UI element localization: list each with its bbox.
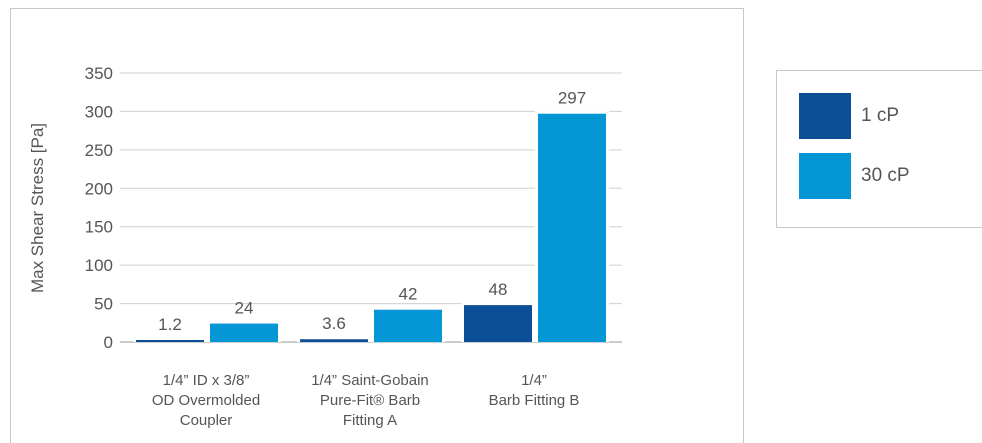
x-tick-label: 1/4” [521,372,547,389]
bar-chart: 0 50 100 150 200 250 300 350 1.2 24 3.6 42 48 297 1/… [28,64,622,429]
bar-1cp [136,340,204,342]
legend-swatch-30cp [799,153,851,199]
x-tick-label: Pure-Fit® Barb [320,392,420,409]
y-tick-label: 150 [85,218,113,237]
data-labels: 1.2 24 3.6 42 48 297 [158,89,586,334]
y-axis-ticks: 0 50 100 150 200 250 300 350 [85,64,113,352]
legend-swatch-1cp [799,93,851,139]
legend-item-1cp: 1 cP [799,93,899,139]
y-tick-label: 250 [85,141,113,160]
x-axis-ticks: 1/4” ID x 3/8” OD Overmolded Coupler 1/4” S… [152,372,580,429]
x-tick-label: Coupler [180,412,233,429]
legend: 1 cP 30 cP [776,70,982,228]
data-label: 1.2 [158,315,182,334]
bar-gap [297,336,371,342]
x-tick-label: Barb Fitting B [489,392,580,409]
y-tick-label: 100 [85,256,113,275]
y-tick-label: 0 [104,333,113,352]
legend-label-30cp: 30 cP [861,165,910,186]
legend-item-30cp: 30 cP [799,153,910,199]
y-tick-label: 300 [85,102,113,121]
bar-1cp [464,305,532,342]
legend-label-1cp: 1 cP [861,105,900,126]
x-tick-label: 1/4” Saint-Gobain [311,372,429,389]
x-tick-label: 1/4” ID x 3/8” [163,372,250,389]
x-tick-label: OD Overmolded [152,392,260,409]
data-label: 48 [489,280,508,299]
data-label: 3.6 [322,314,346,333]
bar-gap [133,337,207,342]
bars [133,110,609,342]
data-label: 24 [235,299,254,318]
bar-30cp [210,323,278,342]
bar-1cp [300,339,368,342]
chart-frame [10,8,744,443]
bar-30cp [538,113,606,342]
y-tick-label: 350 [85,64,113,83]
bar-30cp [374,309,442,342]
y-tick-label: 50 [94,295,113,314]
y-axis-title: Max Shear Stress [Pa] [28,123,47,293]
data-label: 297 [558,89,586,108]
y-tick-label: 200 [85,179,113,198]
x-tick-label: Fitting A [343,412,397,429]
data-label: 42 [399,285,418,304]
